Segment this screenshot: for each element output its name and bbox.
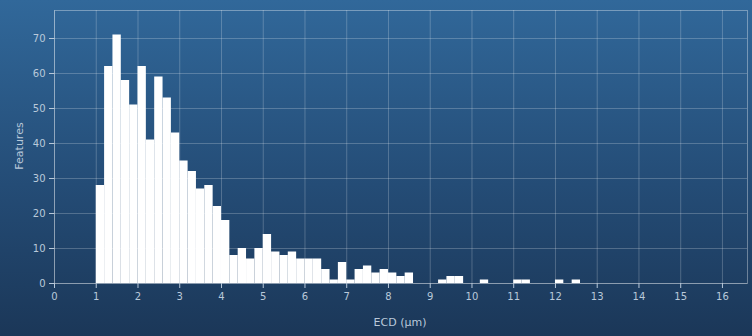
svg-text:11: 11 — [507, 291, 520, 302]
svg-text:4: 4 — [218, 291, 224, 302]
svg-text:2: 2 — [135, 291, 141, 302]
html-text:Features: Features — [12, 122, 26, 170]
svg-text:20: 20 — [33, 208, 46, 219]
svg-text:13: 13 — [591, 291, 604, 302]
svg-text:0: 0 — [39, 278, 45, 289]
svg-text:16: 16 — [716, 291, 729, 302]
svg-text:9: 9 — [427, 291, 433, 302]
svg-text:6: 6 — [302, 291, 308, 302]
svg-text:7: 7 — [344, 291, 350, 302]
svg-text:8: 8 — [385, 291, 391, 302]
svg-text:10: 10 — [33, 243, 46, 254]
svg-text:30: 30 — [33, 173, 46, 184]
svg-text:60: 60 — [33, 68, 46, 79]
html-text:ECD (µm): ECD (µm) — [373, 315, 427, 329]
svg-text:14: 14 — [633, 291, 646, 302]
svg-text:10: 10 — [466, 291, 479, 302]
svg-text:0: 0 — [51, 291, 57, 302]
svg-text:3: 3 — [177, 291, 183, 302]
svg-text:70: 70 — [33, 33, 46, 44]
svg-text:12: 12 — [549, 291, 562, 302]
svg-text:40: 40 — [33, 138, 46, 149]
svg-text:5: 5 — [260, 291, 266, 302]
svg-text:50: 50 — [33, 103, 46, 114]
svg-text:15: 15 — [674, 291, 687, 302]
svg-text:1: 1 — [93, 291, 99, 302]
